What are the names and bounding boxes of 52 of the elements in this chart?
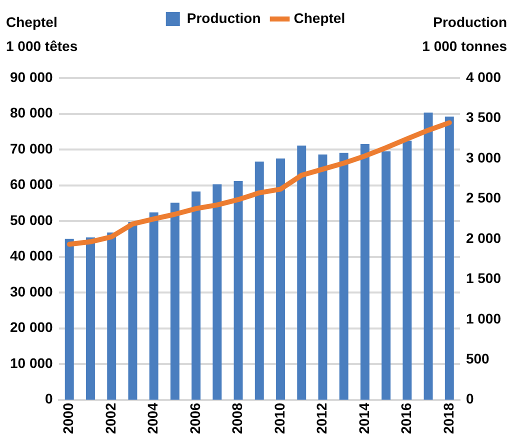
bar <box>339 152 348 400</box>
y-tick-label: 30 000 <box>10 283 54 300</box>
bar <box>444 116 454 400</box>
bar <box>297 146 306 400</box>
y2-tick-label: 0 <box>466 390 474 407</box>
bar <box>86 237 95 400</box>
y2-tick-label: 4 000 <box>466 68 502 85</box>
bar <box>402 140 412 400</box>
x-tick-label: 2008 <box>229 402 246 434</box>
y2-tick-label: 1 500 <box>466 270 502 286</box>
y2-tick-label: 2 500 <box>466 190 502 206</box>
bar <box>212 184 222 400</box>
y-tick-label: 80 000 <box>10 104 54 121</box>
x-tick-label: 2000 <box>60 402 76 434</box>
bar <box>192 191 201 400</box>
y2-tick-label: 3 000 <box>466 149 502 166</box>
x-tick-label: 2016 <box>398 402 414 434</box>
bar <box>360 144 370 400</box>
bar <box>64 238 74 400</box>
bar <box>234 180 243 400</box>
y-tick-label: 70 000 <box>10 140 54 156</box>
bar <box>424 112 433 400</box>
bar <box>276 158 285 400</box>
x-tick-label: 2014 <box>356 402 372 434</box>
y-axis-title: Cheptel 1 000 têtes <box>6 13 78 56</box>
y-tick-label: 50 000 <box>10 212 54 228</box>
bar <box>170 202 180 400</box>
bar <box>254 162 264 400</box>
bar <box>107 232 116 400</box>
y-tick-label: 60 000 <box>10 176 54 192</box>
y-tick-label: 20 000 <box>10 319 54 336</box>
x-tick-label: 2002 <box>102 402 118 434</box>
bar <box>318 154 328 400</box>
y2-tick-label: 2 000 <box>466 230 502 246</box>
y2-tick-label: 500 <box>466 350 490 366</box>
y2-tick-label: 3 500 <box>466 109 502 126</box>
y2-tick-label: 1 000 <box>466 310 502 326</box>
y2-axis-title: Production 1 000 tonnes <box>422 13 507 56</box>
bar <box>128 222 138 400</box>
x-tick-label: 2012 <box>314 402 330 434</box>
bar <box>382 151 391 400</box>
legend-label: Production <box>186 10 261 26</box>
y-tick-label: 90 000 <box>10 68 54 85</box>
y-tick-label: 0 <box>45 390 54 407</box>
bar <box>149 212 158 400</box>
y-tick-label: 10 000 <box>10 354 54 371</box>
x-tick-label: 2018 <box>440 402 456 434</box>
legend-label: Cheptel <box>294 10 346 26</box>
x-tick-label: 2010 <box>271 402 288 434</box>
y-tick-label: 40 000 <box>10 248 54 264</box>
x-tick-label: 2006 <box>186 402 203 434</box>
x-tick-label: 2004 <box>144 402 161 434</box>
